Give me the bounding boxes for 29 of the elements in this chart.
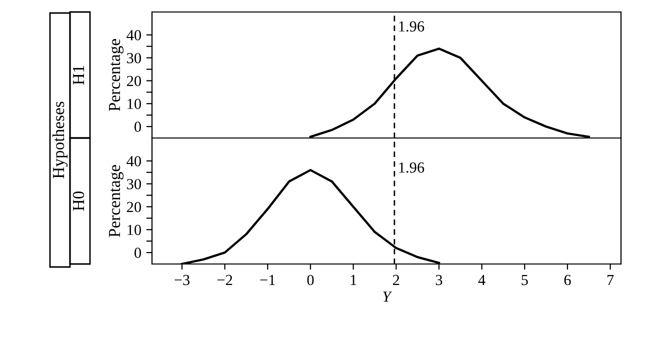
- x-tick-label: −3: [174, 274, 190, 286]
- text: Hypotheses: [52, 102, 68, 178]
- x-axis-title: Y: [383, 292, 392, 302]
- x-tick-label: 5: [522, 275, 528, 286]
- x-tick-label: 3: [436, 274, 442, 286]
- y-tick-label: 20: [126, 202, 141, 212]
- text: H1: [73, 66, 84, 85]
- x-tick-label: 6: [564, 274, 571, 286]
- y-axis-title: Percentage: [109, 39, 124, 112]
- x-tick-label: 2: [392, 274, 400, 286]
- x-tick-label: 7: [607, 275, 614, 286]
- y-tick-label: 0: [134, 122, 141, 132]
- y-tick-label: 40: [126, 30, 141, 40]
- y-tick-label: 30: [127, 52, 141, 64]
- x-tick-label: −2: [217, 274, 232, 286]
- x-tick-label: −1: [260, 274, 275, 286]
- y-axis-title: Percentage: [109, 165, 124, 238]
- x-tick-label: 0: [307, 274, 314, 286]
- y-tick-label: 10: [128, 98, 141, 110]
- text: H0: [72, 191, 84, 211]
- x-tick-label: 4: [478, 274, 486, 286]
- y-tick-label: 40: [126, 156, 141, 166]
- y-tick-label: 0: [134, 248, 141, 258]
- x-tick-label: 1: [350, 274, 356, 286]
- y-tick-label: 30: [127, 178, 141, 190]
- ref-line-label: 1.96: [399, 21, 424, 32]
- y-tick-label: 10: [128, 224, 141, 236]
- y-tick-label: 20: [126, 76, 141, 86]
- ref-line-label: 1.96: [399, 162, 424, 173]
